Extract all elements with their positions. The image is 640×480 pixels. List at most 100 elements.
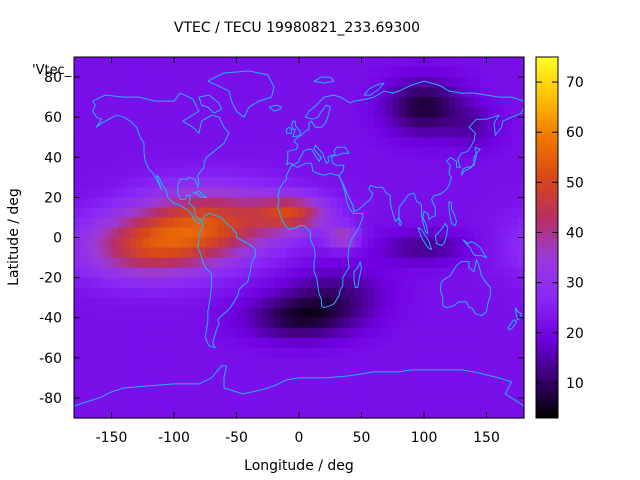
heatmap-cell [442,267,450,279]
heatmap-cell [161,367,169,379]
heatmap-cell [342,347,350,359]
heatmap-cell [155,147,163,158]
heatmap-cell [174,137,181,148]
heatmap-cell [280,277,288,289]
heatmap-cell [399,297,406,309]
heatmap-cell [236,257,244,269]
heatmap-cell [142,307,150,319]
heatmap-cell [167,247,175,259]
heatmap-cell [199,157,206,168]
heatmap-cell [455,407,463,419]
heatmap-cell [299,277,306,289]
heatmap-cell [105,247,113,259]
heatmap-cell [511,147,519,158]
heatmap-cell [449,117,456,128]
heatmap-cell [136,107,144,118]
heatmap-cell [511,267,519,279]
heatmap-cell [467,147,475,158]
heatmap-cell [86,257,94,269]
heatmap-cell [424,157,431,168]
heatmap-cell [299,337,306,349]
heatmap-cell [249,277,256,289]
heatmap-cell [274,207,281,219]
heatmap-cell [249,207,256,219]
heatmap-cell [330,317,338,329]
heatmap-cell [374,207,381,219]
heatmap-cell [267,187,275,198]
heatmap-cell [180,337,188,349]
heatmap-cell [361,137,369,148]
heatmap-cell [292,407,300,419]
heatmap-cell [480,307,488,319]
heatmap-cell [274,167,281,178]
heatmap-cell [355,77,363,88]
heatmap-cell [180,127,188,138]
heatmap-cell [249,347,256,359]
heatmap-cell [361,197,369,209]
heatmap-cell [299,317,306,329]
heatmap-cell [149,97,156,108]
heatmap-cell [430,227,438,239]
heatmap-cell [249,317,256,329]
heatmap-cell [99,127,106,138]
heatmap-cell [230,207,238,219]
heatmap-cell [330,237,338,249]
heatmap-cell [261,357,269,369]
heatmap-cell [311,227,319,239]
heatmap-cell [367,307,375,319]
heatmap-cell [317,327,325,339]
heatmap-cell [111,377,119,389]
heatmap-cell [80,187,88,198]
heatmap-cell [411,207,419,219]
heatmap-cell [367,227,375,239]
heatmap-cell [355,57,363,68]
heatmap-cell [305,197,313,209]
heatmap-cell [405,407,413,419]
heatmap-cell [174,127,181,138]
heatmap-cell [517,367,525,379]
heatmap-cell [374,267,381,279]
heatmap-cell [505,237,513,249]
heatmap-cell [417,267,425,279]
heatmap-cell [399,157,406,168]
heatmap-cell [99,367,106,379]
heatmap-cell [317,307,325,319]
heatmap-cell [255,257,263,269]
heatmap-cell [511,57,519,68]
heatmap-cell [224,317,231,329]
heatmap-cell [342,227,350,239]
heatmap-cell [324,227,331,239]
heatmap-cell [405,77,413,88]
heatmap-cell [280,397,288,409]
heatmap-cell [180,77,188,88]
heatmap-cell [155,117,163,128]
heatmap-cell [80,297,88,309]
heatmap-cell [286,367,294,379]
heatmap-cell [224,407,231,419]
heatmap-cell [386,367,394,379]
heatmap-cell [149,87,156,98]
heatmap-cell [117,187,125,198]
heatmap-cell [267,137,275,148]
heatmap-cell [361,337,369,349]
heatmap-cell [342,327,350,339]
heatmap-cell [255,237,263,249]
heatmap-cell [192,167,200,178]
heatmap-cell [292,237,300,249]
heatmap-cell [236,107,244,118]
heatmap-cell [480,127,488,138]
heatmap-cell [149,117,156,128]
heatmap-cell [324,317,331,329]
heatmap-cell [111,387,119,399]
heatmap-cell [236,67,244,78]
heatmap-cell [511,347,519,359]
heatmap-cell [492,187,500,198]
heatmap-cell [130,177,138,188]
heatmap-cell [186,87,194,98]
heatmap-cell [392,217,400,229]
heatmap-cell [74,127,81,138]
heatmap-cell [380,247,388,259]
heatmap-cell [411,217,419,229]
heatmap-cell [386,387,394,399]
heatmap-cell [92,57,100,68]
